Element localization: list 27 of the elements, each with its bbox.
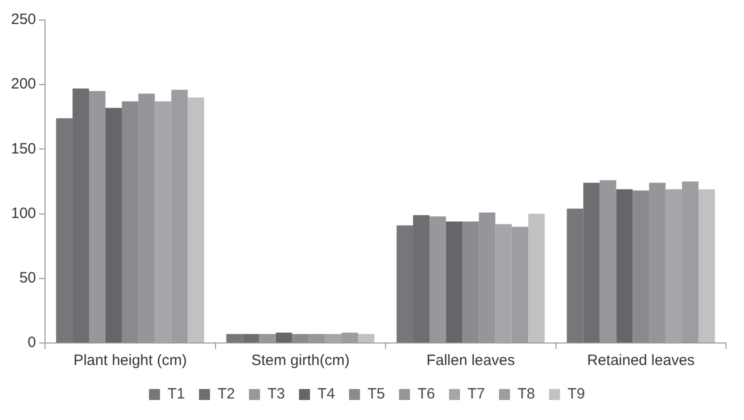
y-tick-label: 0 [28, 334, 36, 352]
legend-label: T5 [368, 386, 386, 403]
x-tick-label: Fallen leaves [426, 352, 515, 370]
x-tick-label: Stem girth(cm) [251, 352, 350, 370]
legend-label: T1 [167, 386, 185, 403]
x-tick-label: Plant height (cm) [73, 352, 187, 370]
bar [358, 334, 374, 342]
legend-label: T6 [418, 386, 436, 403]
bar [698, 189, 715, 342]
x-tick-label: Retained leaves [587, 352, 695, 370]
bar [616, 189, 633, 342]
bar [276, 332, 292, 342]
legend-label: T8 [518, 386, 536, 403]
legend-label: T2 [217, 386, 235, 403]
bar [105, 108, 122, 342]
legend-label: T9 [568, 386, 586, 403]
y-tick-label: 100 [10, 204, 36, 222]
y-tick-label: 200 [10, 76, 36, 93]
bar [528, 214, 545, 342]
y-tick-label: 250 [10, 11, 36, 28]
legend-label: T4 [317, 386, 336, 403]
y-tick-label: 50 [19, 270, 36, 287]
y-tick-label: 150 [10, 140, 36, 158]
legend-label: T7 [468, 386, 486, 403]
legend-label: T3 [267, 386, 286, 403]
bar [446, 222, 462, 342]
bar [188, 98, 204, 342]
